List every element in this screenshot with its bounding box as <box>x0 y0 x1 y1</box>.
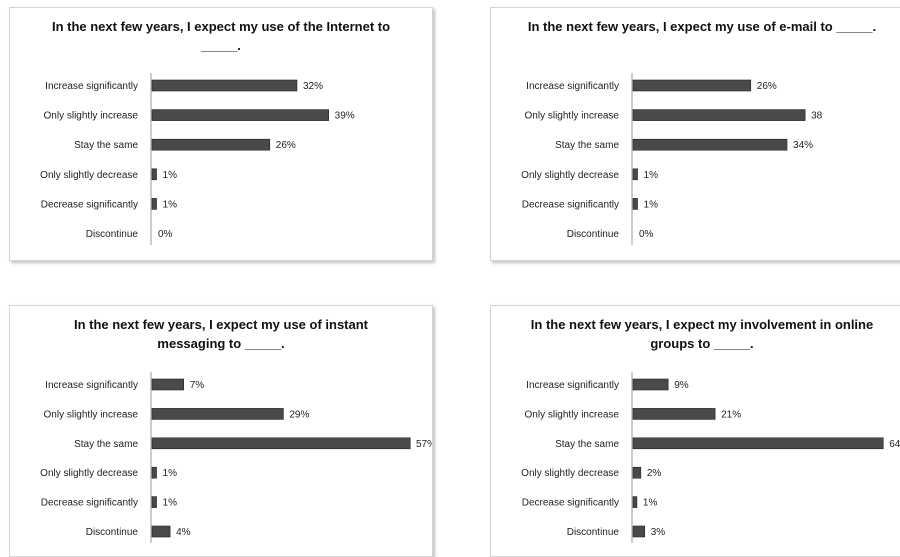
bar <box>632 408 716 420</box>
category-label: Only slightly increase <box>525 409 620 420</box>
data-label: 38 <box>811 111 823 122</box>
category-label: Increase significantly <box>45 81 138 92</box>
chart-title: In the next few years, I expect my invol… <box>530 317 874 351</box>
data-label: 29% <box>289 409 309 420</box>
bar <box>632 466 642 479</box>
bar <box>632 525 646 538</box>
bar <box>151 496 157 508</box>
category-label: Decrease significantly <box>522 498 619 509</box>
data-label: 26% <box>757 81 777 92</box>
data-label: 32% <box>303 81 323 92</box>
bar <box>632 198 638 210</box>
category-label: Discontinue <box>86 229 139 240</box>
bar-chart: Increase significantly 32% Only slightly i… <box>40 73 355 245</box>
bar <box>632 79 752 92</box>
category-label: Only slightly decrease <box>521 170 619 181</box>
chart-panel-online-groups: In the next few years, I expect my invol… <box>490 305 900 557</box>
bar <box>151 109 329 121</box>
bar <box>632 138 788 151</box>
data-label: 1% <box>163 498 178 509</box>
chart-title: In the next few years, I expect my use o… <box>51 19 391 53</box>
data-label: 1% <box>163 468 178 479</box>
chart-panel-internet: In the next few years, I expect my use o… <box>9 7 433 261</box>
data-label: 9% <box>674 380 689 391</box>
bar <box>151 408 284 420</box>
category-label: Only slightly decrease <box>521 468 619 479</box>
chart-title: In the next few years, I expect my use o… <box>73 317 369 351</box>
data-label: 1% <box>644 170 659 181</box>
category-label: Only slightly increase <box>44 409 139 420</box>
bar <box>151 437 411 450</box>
bar <box>151 378 185 391</box>
category-label: Stay the same <box>555 140 619 151</box>
data-label: 1% <box>643 498 658 509</box>
category-label: Increase significantly <box>526 380 619 391</box>
data-label: 2% <box>647 468 662 479</box>
data-label: 26% <box>276 140 296 151</box>
data-label: 21% <box>721 409 741 420</box>
bar <box>632 378 669 391</box>
bar <box>151 198 157 210</box>
data-label: 0% <box>639 229 654 240</box>
category-label: Decrease significantly <box>41 199 138 210</box>
bar <box>632 109 806 121</box>
chart-title: In the next few years, I expect my use o… <box>527 19 877 34</box>
category-label: Discontinue <box>567 229 620 240</box>
category-label: Discontinue <box>86 527 139 538</box>
category-label: Stay the same <box>74 140 138 151</box>
data-label: 57% <box>416 439 432 450</box>
data-label: 1% <box>644 199 659 210</box>
category-label: Only slightly increase <box>44 111 139 122</box>
bar <box>151 525 171 538</box>
chart-panel-email: In the next few years, I expect my use o… <box>490 7 900 261</box>
category-label: Stay the same <box>555 439 619 450</box>
data-label: 34% <box>793 140 813 151</box>
data-label: 0% <box>158 229 173 240</box>
category-label: Increase significantly <box>45 380 138 391</box>
bar <box>151 168 157 181</box>
bar-chart: Increase significantly 9% Only slightly in… <box>521 372 900 543</box>
data-label: 1% <box>163 170 178 181</box>
data-label: 1% <box>163 199 178 210</box>
data-label: 4% <box>176 527 191 538</box>
data-label: 64% <box>889 439 900 450</box>
bar <box>632 496 638 508</box>
data-label: 39% <box>335 111 355 122</box>
data-label: 3% <box>651 527 666 538</box>
category-label: Decrease significantly <box>41 498 138 509</box>
category-label: Discontinue <box>567 527 620 538</box>
bar-chart: Increase significantly 26% Only slightly i… <box>521 73 823 245</box>
bar <box>151 138 271 151</box>
category-label: Stay the same <box>74 439 138 450</box>
category-label: Only slightly decrease <box>40 170 138 181</box>
bar <box>632 168 638 181</box>
category-label: Increase significantly <box>526 81 619 92</box>
bar <box>151 79 298 92</box>
chart-panel-instant-messaging: In the next few years, I expect my use o… <box>9 305 433 557</box>
category-label: Decrease significantly <box>522 199 619 210</box>
bar-chart: Increase significantly 7% Only slightly in… <box>40 372 432 543</box>
data-label: 7% <box>190 380 205 391</box>
category-label: Only slightly increase <box>525 111 620 122</box>
bar <box>632 437 884 450</box>
category-label: Only slightly decrease <box>40 468 138 479</box>
bar <box>151 466 157 479</box>
